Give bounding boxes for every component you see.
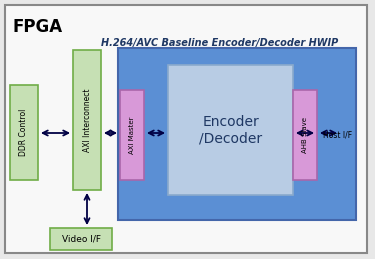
Bar [73, 50, 101, 190]
Bar [10, 85, 38, 180]
Text: AXI Master: AXI Master [129, 116, 135, 154]
Bar [120, 90, 144, 180]
Bar [118, 48, 356, 220]
Text: FPGA: FPGA [12, 18, 62, 36]
Bar [168, 65, 293, 195]
Text: DDR Control: DDR Control [20, 109, 28, 156]
Text: Encoder
/Decoder: Encoder /Decoder [199, 115, 262, 145]
Text: H.264/AVC Baseline Encoder/Decoder HWIP: H.264/AVC Baseline Encoder/Decoder HWIP [101, 38, 339, 48]
Bar [293, 90, 317, 180]
Text: Video I/F: Video I/F [62, 234, 100, 243]
Text: Host I/F: Host I/F [323, 131, 352, 140]
Text: AHB Slave: AHB Slave [302, 117, 308, 153]
Bar [50, 228, 112, 250]
Text: AXI Interconnect: AXI Interconnect [82, 88, 92, 152]
